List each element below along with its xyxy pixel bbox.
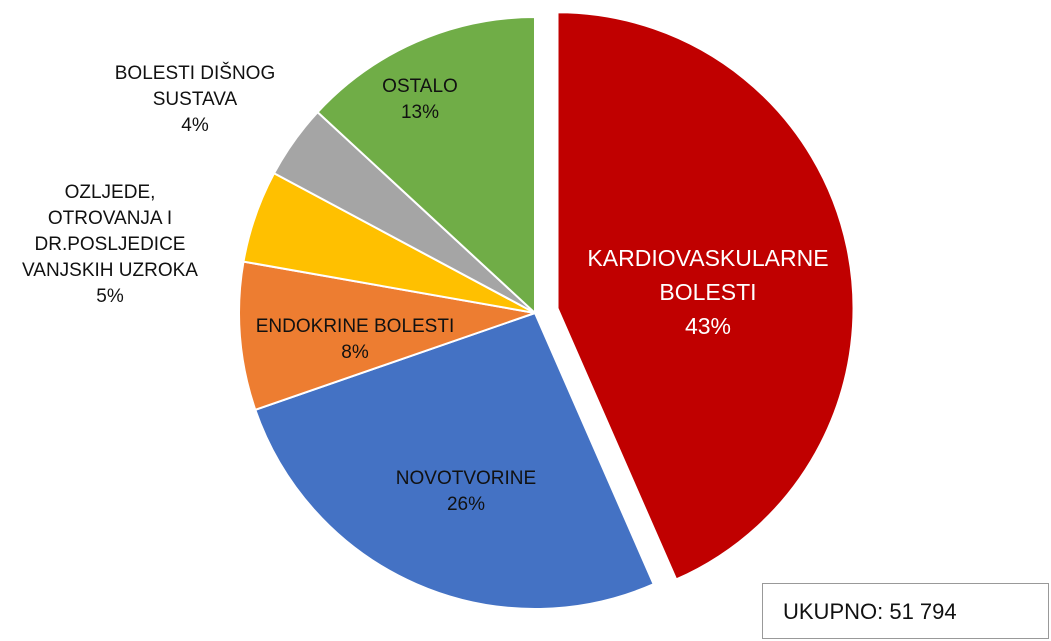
pie-slice [238, 260, 539, 412]
slice-label: BOLESTI DIŠNOG SUSTAVA 4% [115, 61, 275, 139]
slice-label: KARDIOVASKULARNE BOLESTI 43% [587, 241, 828, 343]
category-label: OSTALO [382, 76, 458, 97]
slice-label: ENDOKRINE BOLESTI 8% [256, 314, 455, 366]
category-label: ENDOKRINE BOLESTI [255, 316, 455, 337]
slice-label: OZLJEDE, OTROVANJA I DR.POSLJEDICE VANJS… [22, 180, 198, 310]
total-annotation: UKUPNO: 51 794 [762, 583, 1049, 639]
value-label: 13% [400, 102, 440, 123]
slice-label: OSTALO 13% [382, 74, 458, 126]
value-label: 5% [96, 286, 124, 307]
value-label: 26% [446, 494, 486, 515]
value-label: 43% [684, 313, 732, 339]
category-label: NOVOTVORINE [395, 468, 537, 489]
category-label: KARDIOVASKULARNE BOLESTI [587, 245, 829, 305]
pie-slice [316, 15, 536, 316]
category-label: OZLJEDE, OTROVANJA I DR.POSLJEDICE VANJS… [22, 182, 198, 281]
pie-slice [556, 11, 855, 581]
slice-label: NOVOTVORINE 26% [396, 466, 536, 518]
category-label: BOLESTI DIŠNOG SUSTAVA [114, 63, 276, 110]
value-label: 8% [341, 342, 369, 363]
pie-slice [254, 311, 655, 610]
value-label: 4% [181, 115, 209, 136]
